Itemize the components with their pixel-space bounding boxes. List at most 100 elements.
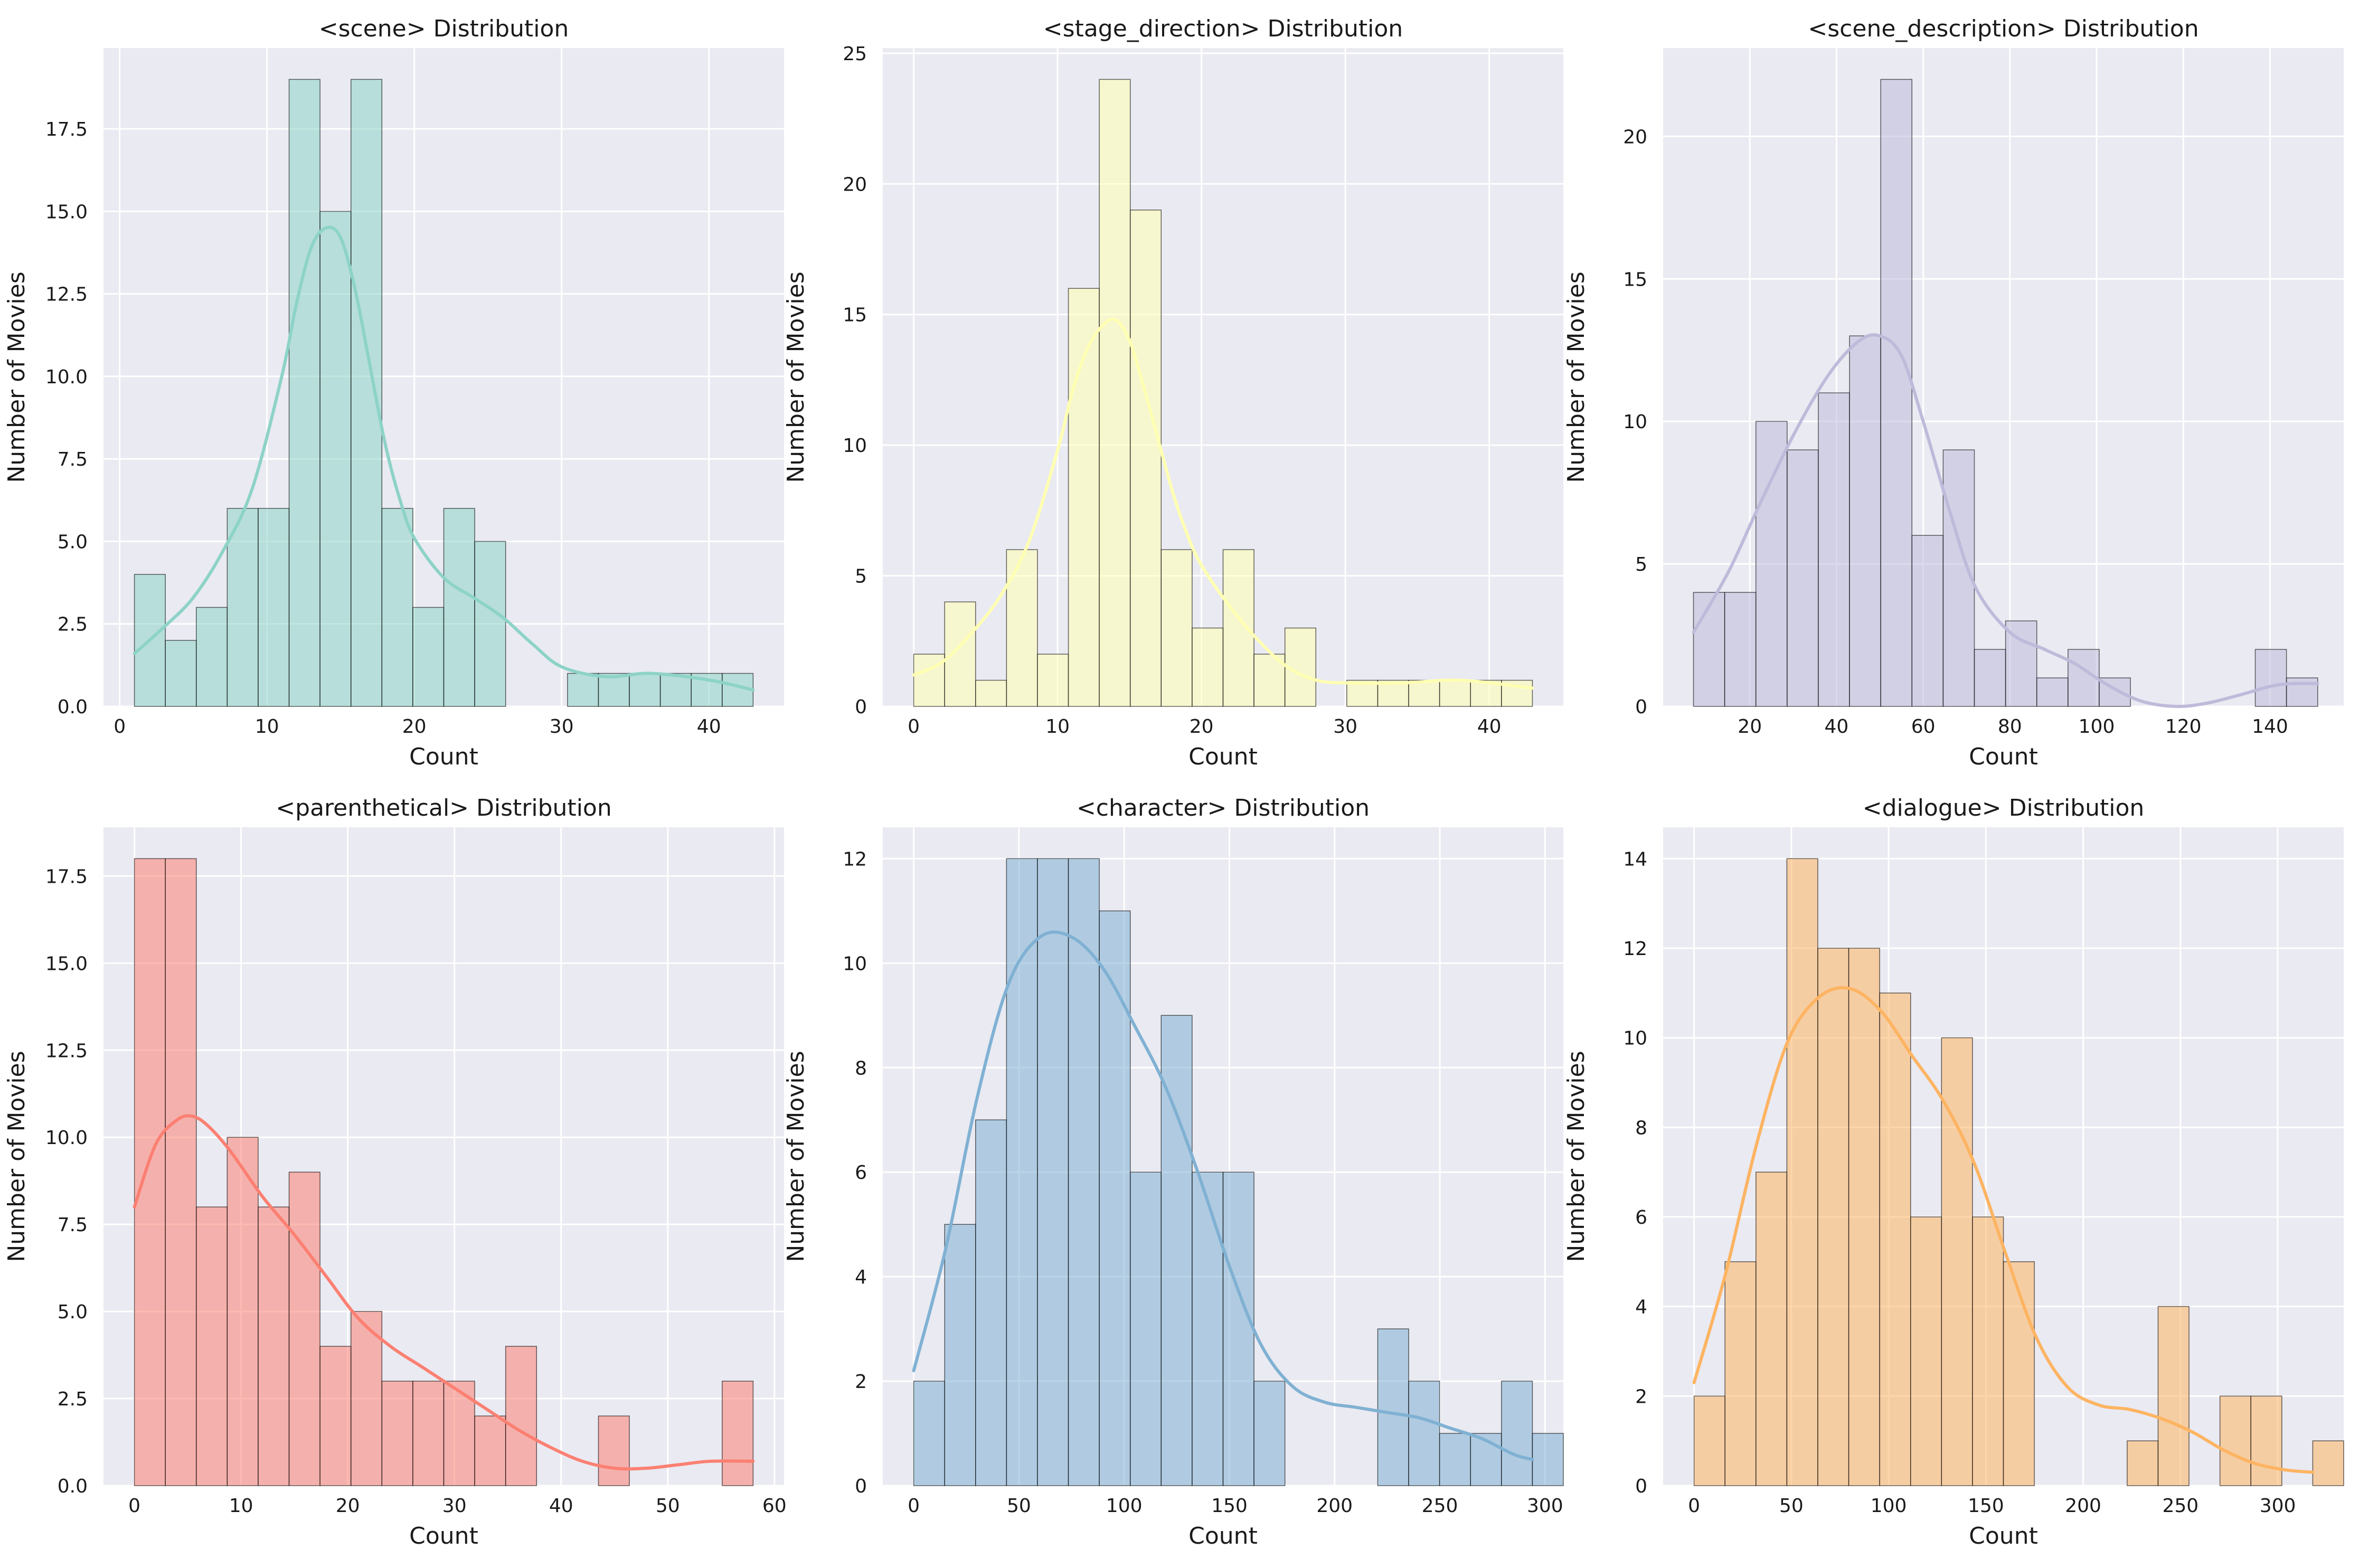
- histogram-bar: [2005, 620, 2037, 707]
- y-tick-label: 25: [843, 43, 867, 65]
- histogram-bar: [1439, 1433, 1471, 1486]
- histogram-bar: [381, 1381, 413, 1486]
- histogram-bar: [1532, 1433, 1564, 1486]
- histogram-bar: [1408, 1381, 1440, 1486]
- y-tick-label: 12.5: [45, 1040, 88, 1062]
- histogram-bar: [944, 601, 976, 707]
- kde-curve: [133, 1114, 755, 1471]
- histogram-bar: [258, 508, 290, 707]
- y-tick-label: 2: [855, 1371, 867, 1393]
- histogram-bar: [2250, 1395, 2282, 1486]
- histogram-bar: [1756, 1172, 1788, 1486]
- subplot-title: <scene> Distribution: [319, 15, 569, 42]
- y-tick-label: 2: [1635, 1386, 1647, 1408]
- y-tick-label: 6: [1635, 1207, 1647, 1229]
- x-tick-label: 50: [1007, 1495, 1031, 1517]
- y-tick-label: 10: [1623, 1028, 1647, 1050]
- y-axis-label: Number of Movies: [1563, 1051, 1590, 1262]
- subplot-5: 0 50 100 150 200 250 300 0 2 4 6 8 10 12 <character> D…: [782, 795, 1564, 1550]
- histogram-bar: [196, 1206, 228, 1486]
- kde-curve: [133, 225, 755, 692]
- histogram-bar: [1222, 1172, 1254, 1486]
- y-tick-label: 5.0: [58, 531, 88, 553]
- histogram-bar: [196, 607, 228, 707]
- histogram-bar: [350, 79, 383, 707]
- y-axis-label: Number of Movies: [782, 271, 809, 483]
- histogram-bar: [412, 1381, 445, 1486]
- subplot-title: <stage_direction> Distribution: [1043, 15, 1403, 42]
- histogram-bar: [1879, 993, 1911, 1486]
- y-tick-label: 20: [1623, 126, 1647, 148]
- histogram-bar: [165, 640, 197, 707]
- y-tick-label: 15.0: [45, 201, 88, 223]
- histogram-bar: [2127, 1440, 2159, 1486]
- y-tick-label: 5: [1635, 554, 1647, 575]
- x-tick-label: 50: [656, 1495, 680, 1517]
- histogram-bar: [1222, 549, 1254, 707]
- histogram-bar: [598, 1415, 630, 1486]
- histogram-bar: [1439, 679, 1471, 707]
- y-axis-label: Number of Movies: [3, 271, 30, 483]
- y-tick-label: 10.0: [45, 1127, 88, 1149]
- histogram-bar: [505, 1346, 537, 1486]
- y-tick-label: 0: [855, 696, 867, 718]
- histogram-bar: [1068, 858, 1100, 1486]
- y-tick-label: 15.0: [45, 953, 88, 975]
- kde-curve: [912, 930, 1534, 1461]
- histogram-bar: [629, 673, 661, 707]
- histogram-bar: [1817, 948, 1850, 1486]
- y-tick-label: 12: [843, 848, 867, 870]
- y-tick-label: 10: [843, 435, 867, 457]
- histogram-bar: [1037, 654, 1069, 707]
- y-tick-label: 2.5: [58, 1388, 88, 1410]
- y-axis-label: Number of Movies: [3, 1051, 30, 1262]
- x-tick-label: 30: [442, 1495, 467, 1517]
- histogram-bar: [1006, 549, 1038, 707]
- subplot-title: <scene_description> Distribution: [1808, 15, 2198, 42]
- histogram-bar: [1129, 210, 1162, 707]
- histogram-bar: [2003, 1261, 2035, 1486]
- y-tick-label: 7.5: [58, 449, 88, 470]
- histogram-bar: [381, 508, 413, 707]
- histogram-bar: [1786, 858, 1818, 1486]
- subplot-1: 0 10 20 30 40 0.0 2.5 5.0 7.5 10.0 12.5 15.0 17.5 <sc…: [3, 15, 784, 770]
- subplot-title: <dialogue> Distribution: [1863, 795, 2145, 821]
- histogram-bar: [1974, 649, 2006, 707]
- x-axis-label: Count: [1188, 1523, 1258, 1550]
- x-tick-label: 120: [2165, 716, 2202, 738]
- x-tick-label: 40: [697, 716, 721, 738]
- y-tick-label: 6: [855, 1162, 867, 1184]
- subplot-title: <character> Distribution: [1077, 795, 1370, 821]
- x-tick-label: 0: [1688, 1495, 1700, 1517]
- histogram-bar: [598, 673, 630, 707]
- x-tick-label: 0: [114, 716, 126, 738]
- histogram-bar: [319, 1346, 352, 1486]
- y-tick-label: 7.5: [58, 1214, 88, 1236]
- x-axis-label: Count: [409, 743, 478, 770]
- histogram-bar: [258, 1206, 290, 1486]
- histogram-bar: [1911, 535, 1944, 707]
- y-tick-label: 5: [855, 566, 867, 588]
- x-axis-label: Count: [409, 1523, 478, 1550]
- x-tick-label: 300: [1527, 1495, 1563, 1517]
- histogram-bar: [165, 858, 197, 1486]
- x-tick-label: 300: [2260, 1495, 2296, 1517]
- histogram-bar: [1160, 549, 1193, 707]
- y-axis-label: Number of Movies: [782, 1051, 809, 1262]
- histogram-bar: [443, 508, 475, 707]
- histogram-bar: [2157, 1306, 2190, 1486]
- histogram-bar: [288, 79, 320, 707]
- histogram-bar: [1068, 288, 1100, 707]
- histogram-bar: [2254, 649, 2287, 707]
- x-tick-label: 20: [1738, 716, 1762, 738]
- x-tick-label: 0: [908, 716, 920, 738]
- histogram-bar: [2099, 677, 2131, 707]
- x-tick-label: 20: [402, 716, 427, 738]
- histogram-bar: [1099, 79, 1131, 707]
- y-tick-label: 5.0: [58, 1301, 88, 1323]
- x-tick-label: 0: [908, 1495, 920, 1517]
- histogram-bar: [659, 673, 692, 707]
- histogram-bar: [1818, 392, 1850, 707]
- histogram-bar: [474, 541, 506, 707]
- histogram-bar: [412, 607, 445, 707]
